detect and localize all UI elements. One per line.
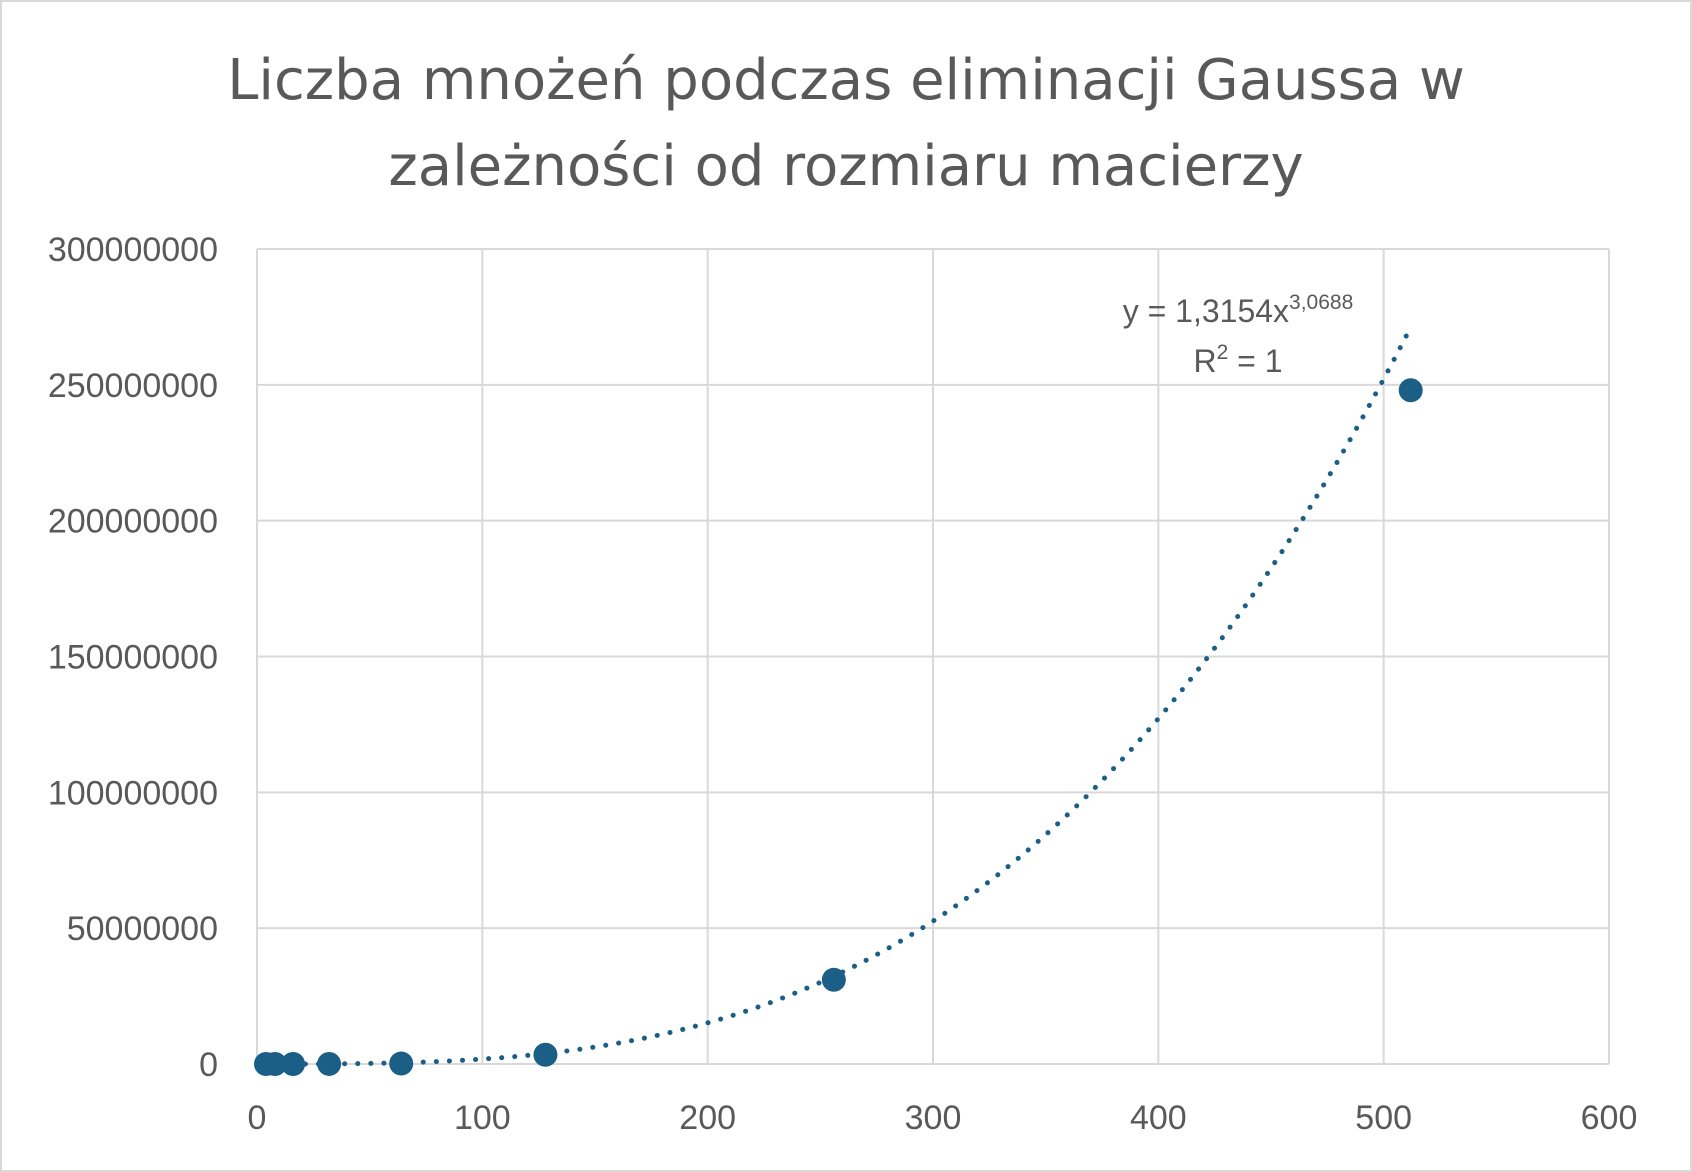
x-tick-label: 100	[454, 1099, 511, 1137]
x-tick-label: 0	[248, 1099, 267, 1137]
x-tick-label: 500	[1355, 1099, 1412, 1137]
y-tick-label: 50000000	[67, 910, 218, 948]
chart-title-line-2: zależności od rozmiaru macierzy	[388, 134, 1304, 199]
trendline-equation-line-2: R2 = 1	[1193, 341, 1282, 379]
x-axis-tick-labels: 0 100 200 300 400 500 600	[248, 1099, 1638, 1137]
data-point	[389, 1051, 414, 1076]
y-tick-label: 100000000	[48, 774, 218, 812]
grid-lines	[256, 248, 1610, 1065]
x-tick-label: 400	[1130, 1099, 1187, 1137]
trendline-equation-line-1: y = 1,3154x3,0688	[1123, 291, 1354, 329]
y-tick-label: 300000000	[48, 231, 218, 269]
y-tick-label: 250000000	[48, 367, 218, 405]
y-axis-tick-labels: 0 50000000 100000000 150000000 200000000 2500…	[48, 231, 218, 1084]
x-tick-label: 300	[905, 1099, 962, 1137]
x-tick-label: 600	[1581, 1099, 1638, 1137]
trendline-equation: y = 1,3154x3,0688 R2 = 1	[1123, 291, 1354, 379]
trendline	[263, 324, 1414, 1067]
data-point	[1398, 378, 1423, 403]
y-tick-label: 0	[199, 1046, 218, 1084]
x-tick-label: 200	[679, 1099, 736, 1137]
data-point	[317, 1051, 342, 1076]
chart-title: Liczba mnożeń podczas eliminacji Gaussa …	[0, 38, 1692, 210]
data-point	[281, 1051, 306, 1076]
data-points	[254, 378, 1423, 1076]
data-point	[263, 1051, 288, 1076]
data-point	[821, 967, 846, 992]
y-tick-label: 200000000	[48, 503, 218, 541]
y-tick-label: 150000000	[48, 639, 218, 677]
data-point	[533, 1042, 558, 1067]
chart-title-line-1: Liczba mnożeń podczas eliminacji Gaussa …	[227, 48, 1465, 113]
